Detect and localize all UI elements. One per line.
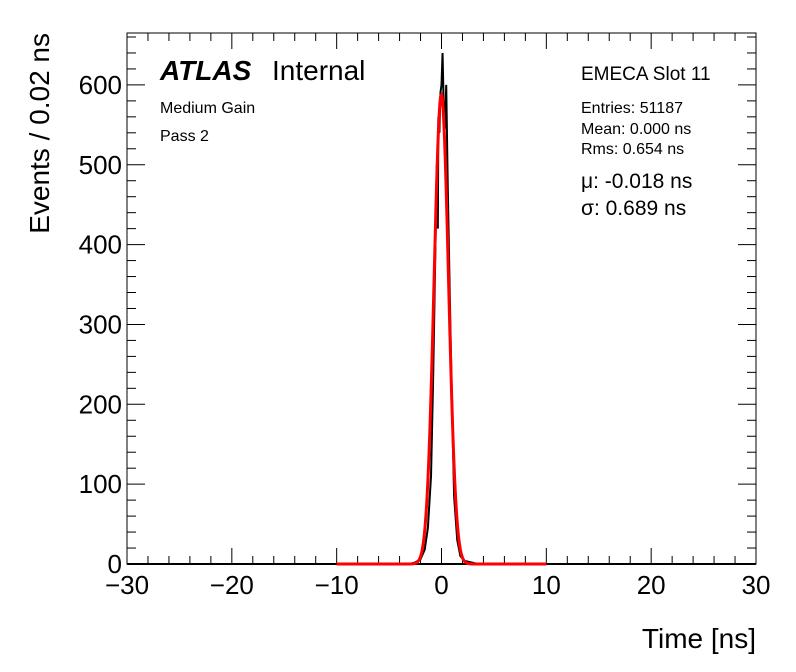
x-tick-label: −10 bbox=[315, 570, 359, 600]
fit-mu: μ: -0.018 ns bbox=[581, 170, 692, 193]
gaussian-fit-curve bbox=[336, 92, 547, 566]
stats-entries: Entries: 51187 bbox=[581, 100, 683, 117]
gain-annotation: Medium Gain bbox=[160, 100, 255, 117]
x-tick-label: 30 bbox=[742, 570, 771, 600]
fit-sigma: σ: 0.689 ns bbox=[581, 197, 686, 220]
x-tick-label: 20 bbox=[637, 570, 666, 600]
x-axis-label: Time [ns] bbox=[642, 623, 756, 654]
x-tick-label: −20 bbox=[210, 570, 254, 600]
x-tick-label: 0 bbox=[434, 570, 448, 600]
x-tick-label: −30 bbox=[105, 570, 149, 600]
panel-title: EMECA Slot 11 bbox=[581, 64, 711, 85]
y-axis-ticks bbox=[127, 36, 756, 565]
y-tick-label: 600 bbox=[79, 70, 122, 100]
x-tick-label: 10 bbox=[532, 570, 561, 600]
y-tick-label: 100 bbox=[79, 469, 122, 499]
atlas-label: ATLAS bbox=[159, 55, 252, 86]
y-tick-label: 0 bbox=[108, 549, 122, 579]
y-tick-label: 200 bbox=[79, 389, 122, 419]
stats-mean: Mean: 0.000 ns bbox=[581, 121, 691, 138]
pass-annotation: Pass 2 bbox=[160, 128, 209, 145]
y-tick-label: 400 bbox=[79, 230, 122, 260]
atlas-sublabel: Internal bbox=[272, 55, 365, 86]
y-tick-labels: 0 100 200 300 400 500 600 bbox=[79, 70, 122, 579]
y-axis-label: Events / 0.02 ns bbox=[24, 33, 55, 234]
y-tick-label: 300 bbox=[79, 309, 122, 339]
stats-rms: Rms: 0.654 ns bbox=[581, 141, 684, 158]
x-tick-labels: −30 −20 −10 0 10 20 30 bbox=[105, 570, 771, 600]
y-tick-label: 500 bbox=[79, 150, 122, 180]
x-axis-ticks bbox=[126, 33, 757, 564]
